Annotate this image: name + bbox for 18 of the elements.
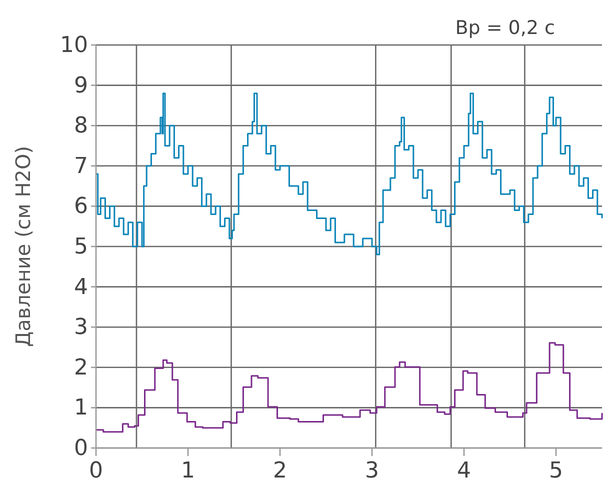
x-tick-label: 1 <box>181 458 195 484</box>
y-tick-label: 3 <box>74 315 88 340</box>
x-tick-label: 3 <box>365 458 379 484</box>
x-tick-label: 4 <box>457 458 471 484</box>
x-tick-label: 2 <box>273 458 287 484</box>
y-tick-label: 2 <box>74 355 88 380</box>
y-tick-label: 6 <box>74 194 88 220</box>
y-tick-label: 0 <box>74 436 88 462</box>
y-tick-label: 10 <box>60 33 88 58</box>
y-tick-label: 8 <box>74 114 88 139</box>
y-axis-title: Давление (см H2O) <box>11 146 35 348</box>
y-tick-label: 5 <box>74 234 88 260</box>
y-tick-label: 4 <box>74 274 88 300</box>
y-tick-label: 1 <box>74 396 88 421</box>
y-tick-label: 7 <box>74 154 88 179</box>
text: Вр = 0,2 с <box>455 17 555 39</box>
x-tick-label: 5 <box>549 458 563 484</box>
y-tick-label: 9 <box>74 73 88 98</box>
